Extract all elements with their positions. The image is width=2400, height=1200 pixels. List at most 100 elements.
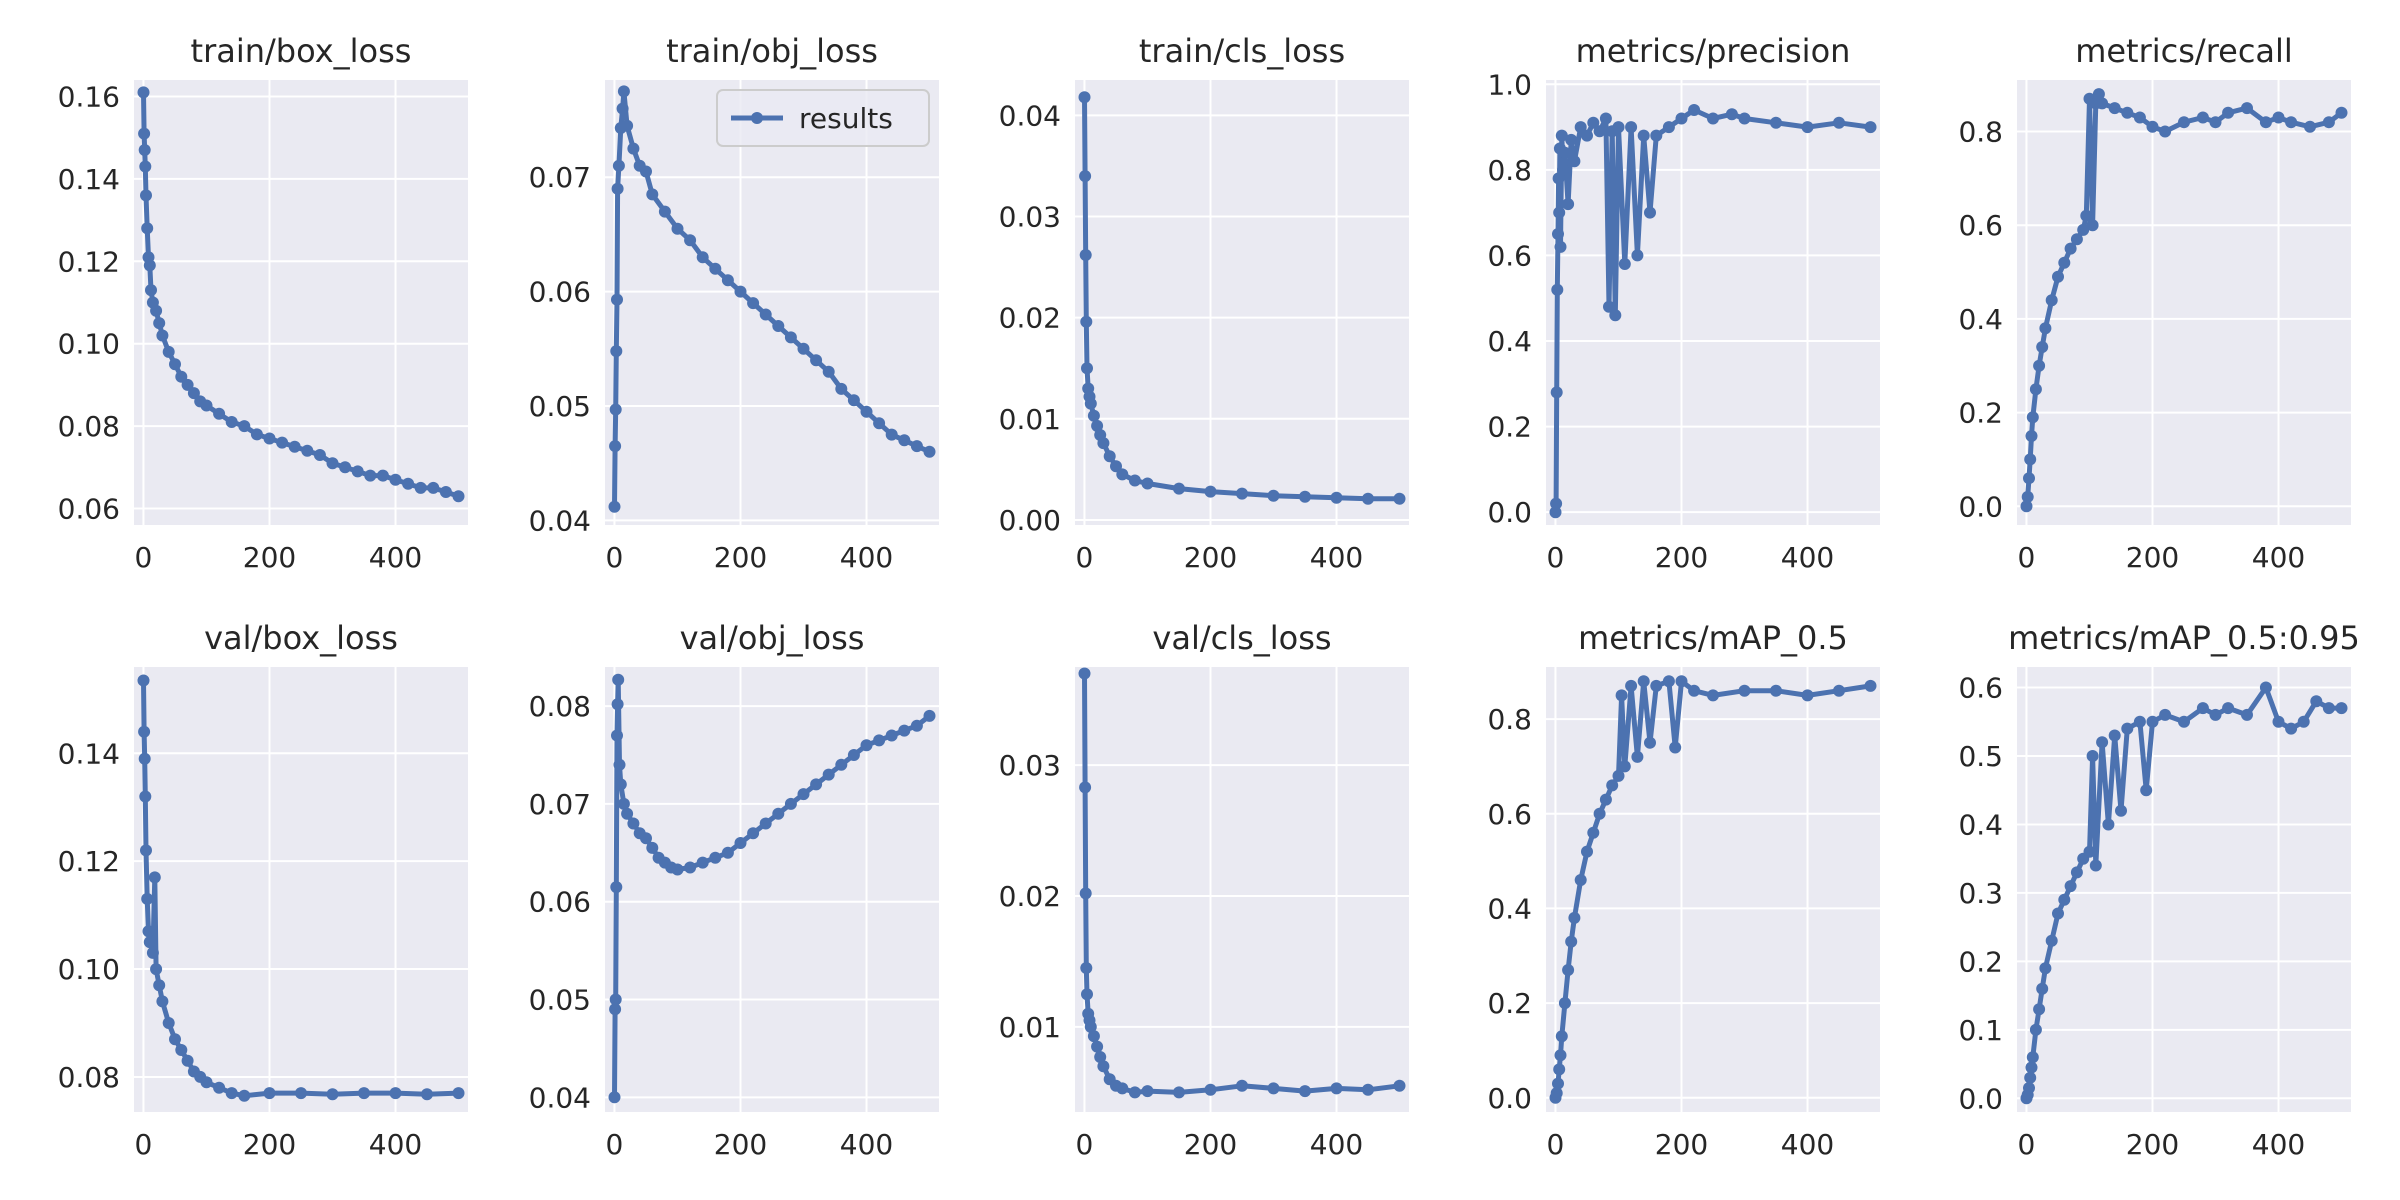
data-point [617, 85, 630, 98]
x-tick-label: 400 [1781, 1128, 1834, 1161]
data-point [646, 188, 659, 201]
panel-title: metrics/recall [2075, 32, 2293, 70]
y-tick-label: 0.12 [58, 245, 120, 278]
data-point [288, 440, 301, 453]
data-point [1299, 1085, 1311, 1098]
data-point [1204, 1083, 1217, 1096]
data-point [2052, 270, 2064, 283]
y-tick-label: 1.0 [1487, 68, 1532, 101]
data-point [612, 159, 625, 172]
data-point [1662, 121, 1675, 134]
series-group [1549, 675, 1877, 1104]
data-point [885, 729, 898, 742]
data-point [421, 1088, 433, 1101]
data-point [1550, 497, 1563, 510]
data-point [153, 979, 166, 992]
data-point [389, 1087, 402, 1100]
data-point [1568, 911, 1581, 924]
data-point [608, 500, 621, 513]
data-point [2033, 359, 2046, 372]
plot-background [1546, 80, 1880, 525]
data-point [1603, 300, 1615, 313]
data-point [1581, 845, 1593, 858]
data-point [2024, 453, 2037, 466]
data-point [139, 790, 152, 803]
data-point [772, 807, 785, 820]
x-tick-label: 400 [2252, 1128, 2305, 1161]
data-point [1565, 935, 1578, 948]
data-point [2025, 1061, 2038, 1074]
data-point [898, 724, 911, 737]
data-point [1549, 506, 1562, 519]
x-tick-label: 200 [1184, 1128, 1237, 1161]
data-point [2036, 982, 2049, 995]
data-point [873, 417, 886, 430]
data-point [1833, 116, 1845, 129]
data-point [2222, 702, 2235, 715]
data-point [1707, 689, 1719, 702]
data-point [2146, 120, 2159, 133]
data-point [139, 160, 152, 173]
y-tick-label: 0.00 [999, 504, 1061, 537]
data-point [1079, 170, 1092, 183]
data-point [1330, 491, 1343, 504]
data-point [611, 698, 624, 711]
data-point [617, 797, 630, 810]
panel-val-cls-loss: 0.01 0.02 0.03 0 200 400 val/cls_loss [999, 619, 1409, 1161]
data-point [721, 846, 734, 859]
data-point [684, 234, 697, 247]
data-point [1079, 781, 1092, 794]
data-point [150, 963, 163, 976]
data-point [2026, 1051, 2039, 1064]
data-point [238, 1089, 251, 1102]
panel-train-box-loss: 0.06 0.08 0.10 0.12 0.14 0.16 0 200 400 train/box… [58, 32, 468, 574]
data-point [2092, 88, 2105, 101]
data-point [898, 434, 911, 447]
panel-title: metrics/precision [1576, 32, 1851, 70]
y-tick-label: 0.02 [999, 880, 1061, 913]
panel-train-cls-loss: 0.00 0.01 0.02 0.03 0.04 0 200 400 train/cls_los… [999, 32, 1409, 574]
data-point [138, 725, 151, 738]
data-point [1128, 474, 1141, 487]
data-point [1393, 492, 1406, 505]
data-point [2058, 256, 2071, 269]
data-point [1552, 228, 1564, 240]
data-point [148, 871, 161, 884]
data-point [181, 1054, 194, 1067]
data-point [351, 465, 364, 478]
data-point [2322, 116, 2335, 129]
data-point [640, 832, 652, 845]
series-group [137, 86, 465, 503]
y-tick-label: 0.4 [1487, 325, 1532, 358]
data-point [734, 837, 747, 849]
data-point [1612, 121, 1625, 134]
data-point [2241, 708, 2253, 721]
data-point [2033, 1003, 2046, 1016]
data-point [2140, 784, 2153, 797]
data-point [847, 749, 860, 761]
data-point [2029, 383, 2042, 396]
data-point [2036, 341, 2049, 353]
y-tick-label: 0.6 [1487, 798, 1532, 831]
y-tick-label: 0.2 [1958, 945, 2003, 978]
data-point [621, 119, 634, 132]
data-point [2023, 1082, 2035, 1094]
data-point [646, 841, 659, 854]
data-point [181, 378, 194, 391]
x-tick-label: 0 [606, 541, 624, 574]
data-point [1587, 116, 1600, 129]
data-point [1555, 129, 1568, 142]
results-line [2024, 685, 2342, 1100]
data-point [1554, 1049, 1567, 1062]
x-tick-label: 200 [714, 1128, 767, 1161]
data-point [1612, 769, 1625, 782]
data-point [213, 407, 226, 420]
series-group [2020, 88, 2348, 513]
panel-title: train/cls_loss [1139, 32, 1345, 70]
panel-metrics-map-0-5: 0.0 0.2 0.4 0.6 0.8 0 200 400 metrics/mAP_0.5 [1487, 619, 1880, 1161]
data-point [1236, 487, 1248, 500]
data-point [873, 734, 886, 747]
y-tick-label: 0.05 [529, 390, 591, 423]
data-point [1362, 492, 1374, 505]
data-point [156, 329, 169, 342]
